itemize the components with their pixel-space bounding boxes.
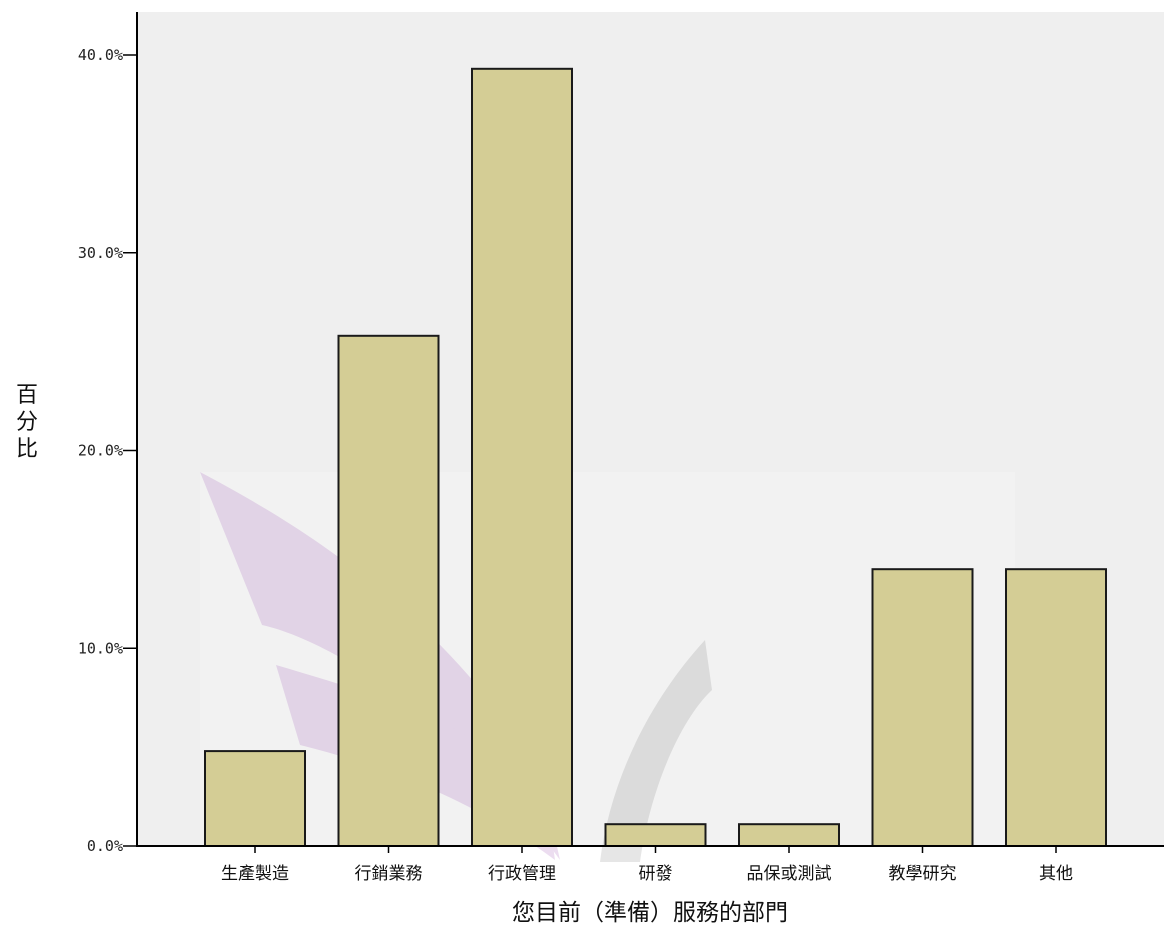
y-axis-ticks: 0.0% 10.0% 20.0% 30.0% 40.0% (78, 46, 137, 855)
y-tick-label: 20.0% (78, 442, 123, 460)
bar-5 (738, 823, 840, 848)
y-tick-label: 0.0% (87, 837, 123, 855)
bar-2 (337, 334, 440, 847)
plot-background (137, 12, 1164, 846)
x-tick-label: 其他 (1039, 864, 1073, 884)
bar-3 (471, 67, 573, 848)
bar-1 (204, 750, 306, 847)
bar-4 (604, 823, 707, 848)
x-tick-label: 教學研究 (889, 864, 957, 884)
x-tick-label: 研發 (639, 864, 673, 884)
bar-6 (871, 568, 974, 847)
bar-7 (1005, 568, 1107, 847)
x-axis-ticks: 生產製造 行銷業務 行政管理 研發 品保或測試 教學研究 其他 (221, 846, 1073, 884)
x-axis-title: 您目前（準備）服務的部門 (512, 900, 788, 926)
y-axis-title: 百分比 (16, 383, 38, 462)
bars-group (204, 67, 1107, 848)
y-tick-label: 10.0% (78, 639, 123, 657)
y-tick-label: 40.0% (78, 46, 123, 64)
x-tick-label: 行銷業務 (355, 864, 423, 884)
x-tick-label: 生產製造 (221, 864, 289, 884)
x-tick-label: 行政管理 (488, 864, 556, 884)
x-tick-label: 品保或測試 (747, 864, 832, 884)
y-tick-label: 30.0% (78, 244, 123, 262)
